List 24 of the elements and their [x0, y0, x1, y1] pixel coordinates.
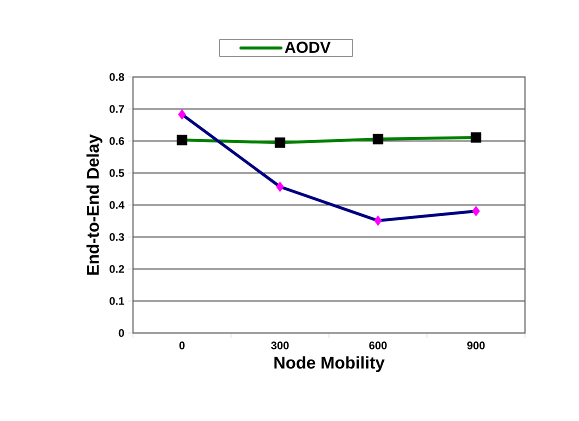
point — [472, 206, 480, 216]
x-tick-label: 600 — [369, 342, 387, 350]
point — [176, 134, 188, 146]
y-tick-label: 0.1 — [110, 297, 124, 305]
y-tick-label: 0.8 — [110, 73, 124, 81]
x-axis-title: Node Mobility — [274, 356, 385, 372]
point — [470, 132, 482, 143]
point — [276, 182, 284, 192]
x-tick-label: 900 — [467, 342, 485, 350]
y-tick-label: 0.3 — [110, 233, 124, 241]
y-tick-label: 0.4 — [110, 201, 124, 209]
point — [374, 215, 382, 226]
legend-label: AODV — [284, 42, 331, 53]
point — [372, 134, 384, 144]
point — [274, 137, 286, 148]
point — [178, 109, 186, 120]
x-tick-label: 300 — [271, 342, 289, 350]
y-tick-label: 0 — [118, 329, 124, 337]
y-axis-title: End-to-End Delay — [86, 134, 102, 275]
y-tick-label: 0.2 — [110, 265, 124, 273]
y-tick-label: 0.7 — [110, 105, 124, 113]
y-tick-label: 0.6 — [110, 137, 124, 145]
y-tick-label: 0.5 — [110, 169, 124, 177]
x-tick-label: 0 — [179, 342, 185, 350]
